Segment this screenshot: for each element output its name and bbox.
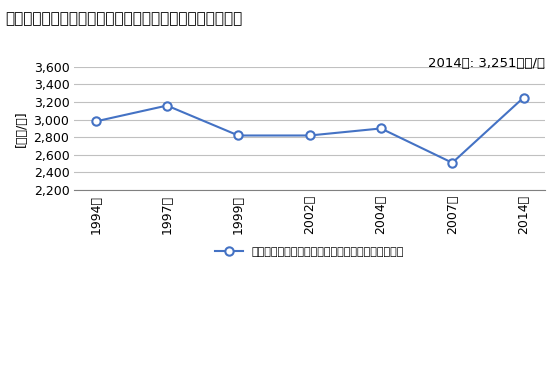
各種商品小売業の従業者一人当たり年間商品販売額 xyxy=(92,119,99,124)
Text: 2014年: 3,251万円/人: 2014年: 3,251万円/人 xyxy=(428,57,545,70)
Text: 各種商品小売業の従業者一人当たり年間商品販売額の推移: 各種商品小売業の従業者一人当たり年間商品販売額の推移 xyxy=(6,11,243,26)
各種商品小売業の従業者一人当たり年間商品販売額 xyxy=(235,133,242,138)
各種商品小売業の従業者一人当たり年間商品販売額 xyxy=(164,103,170,108)
Legend: 各種商品小売業の従業者一人当たり年間商品販売額: 各種商品小売業の従業者一人当たり年間商品販売額 xyxy=(211,242,409,261)
各種商品小売業の従業者一人当たり年間商品販売額 xyxy=(449,161,456,165)
Line: 各種商品小売業の従業者一人当たり年間商品販売額: 各種商品小売業の従業者一人当たり年間商品販売額 xyxy=(91,93,528,167)
各種商品小売業の従業者一人当たり年間商品販売額 xyxy=(306,133,313,138)
Y-axis label: [万円/人]: [万円/人] xyxy=(15,110,28,147)
各種商品小売業の従業者一人当たり年間商品販売額 xyxy=(520,96,527,100)
各種商品小売業の従業者一人当たり年間商品販売額 xyxy=(377,126,384,131)
